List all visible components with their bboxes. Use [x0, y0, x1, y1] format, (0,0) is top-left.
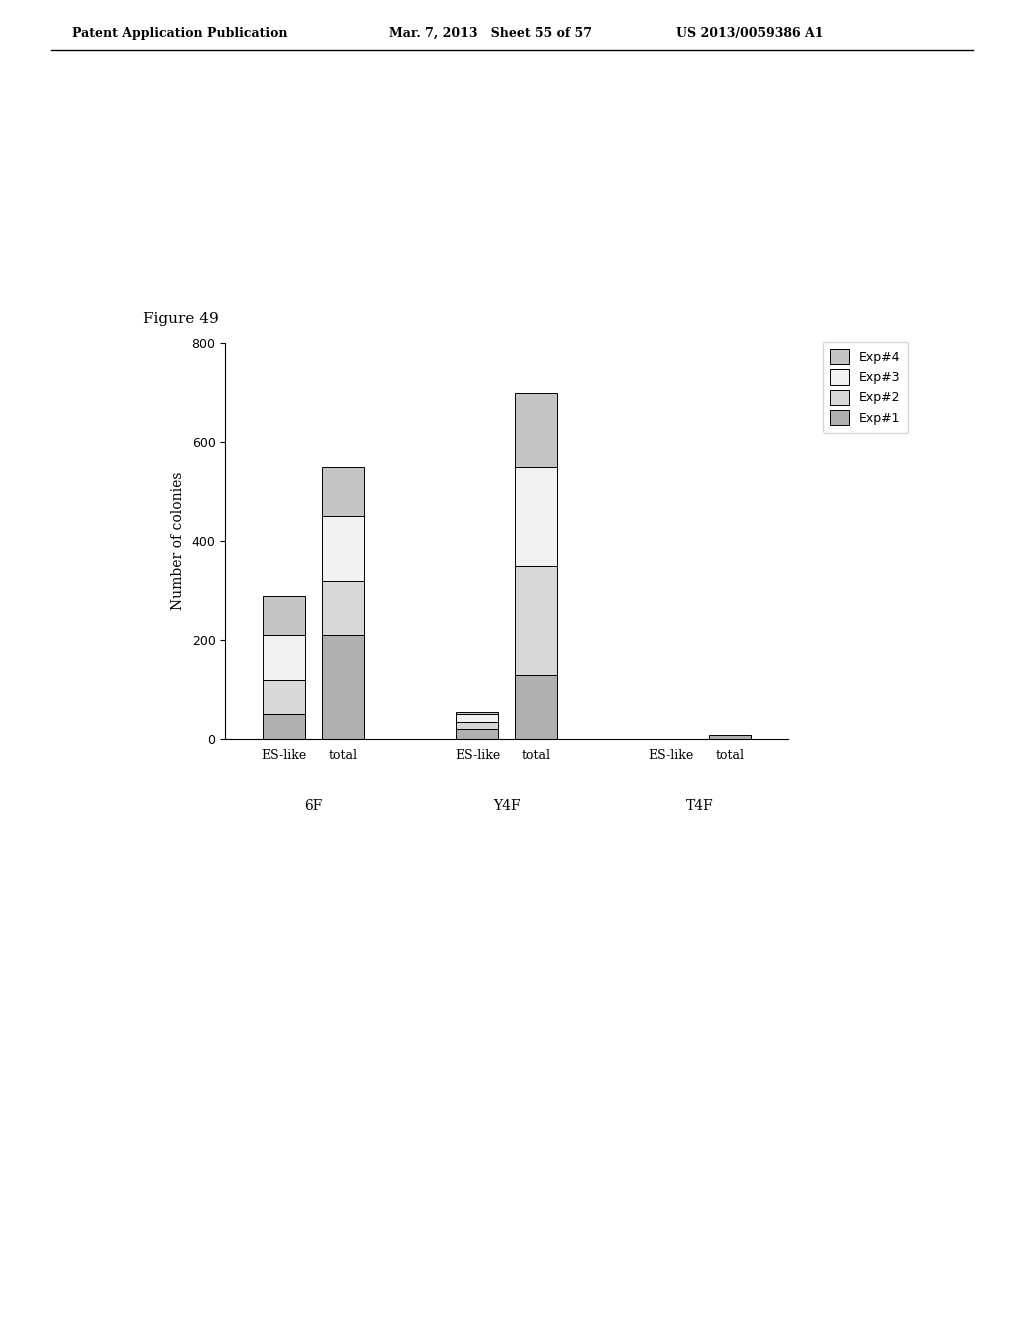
Bar [263, 635, 305, 680]
Legend: Exp#4, Exp#3, Exp#2, Exp#1: Exp#4, Exp#3, Exp#2, Exp#1 [823, 342, 908, 433]
Bar [457, 714, 499, 722]
Text: Y4F: Y4F [494, 799, 520, 813]
Bar [515, 393, 557, 467]
Bar [263, 714, 305, 739]
Bar [322, 467, 364, 516]
Text: Patent Application Publication: Patent Application Publication [72, 26, 287, 40]
Bar [263, 595, 305, 635]
Bar [322, 635, 364, 739]
Text: Figure 49: Figure 49 [143, 313, 219, 326]
Bar [322, 516, 364, 581]
Bar [515, 675, 557, 739]
Y-axis label: Number of colonies: Number of colonies [171, 473, 184, 610]
Bar [515, 467, 557, 566]
Text: T4F: T4F [686, 799, 714, 813]
Text: Mar. 7, 2013   Sheet 55 of 57: Mar. 7, 2013 Sheet 55 of 57 [389, 26, 592, 40]
Bar [457, 722, 499, 729]
Bar [263, 680, 305, 714]
Text: 6F: 6F [304, 799, 323, 813]
Bar [709, 735, 751, 739]
Bar [322, 581, 364, 635]
Bar [515, 566, 557, 675]
Text: US 2013/0059386 A1: US 2013/0059386 A1 [676, 26, 823, 40]
Bar [457, 729, 499, 739]
Bar [457, 711, 499, 714]
